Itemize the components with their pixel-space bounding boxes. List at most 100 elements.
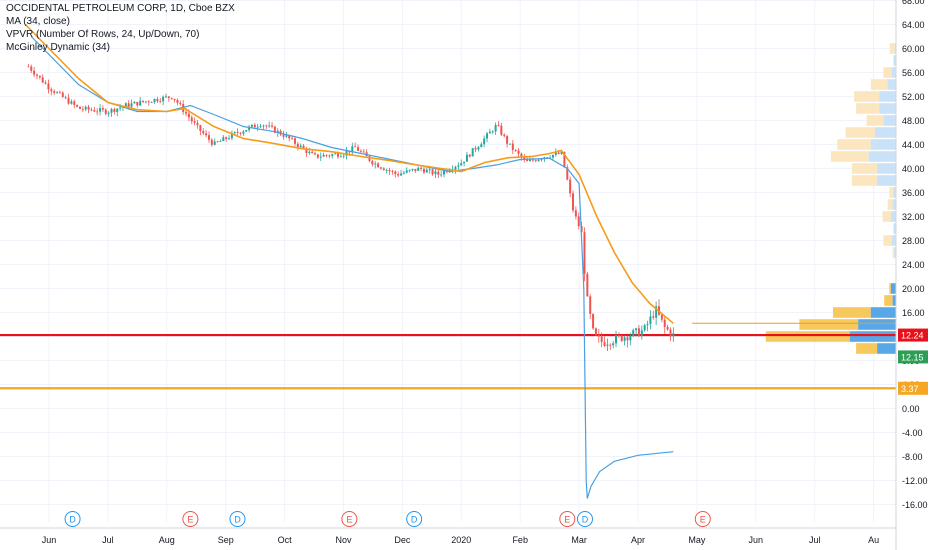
vp-down-bar (887, 79, 896, 90)
candle-body (672, 333, 675, 337)
candle-body (256, 126, 259, 128)
time-axis[interactable]: Jun Jul Aug Sep Oct Nov Dec 2020 Feb Mar Apr May Jun… (0, 527, 896, 545)
vp-down-bar (890, 283, 896, 294)
candle-body (78, 106, 81, 109)
x-tick-label: Jul (102, 535, 114, 545)
marker-letter: D (582, 515, 589, 525)
candle-body (219, 141, 222, 142)
candle-body (402, 172, 405, 174)
earnings-marker[interactable]: E (341, 511, 358, 527)
candle-body (207, 135, 210, 140)
candle-body (500, 125, 503, 135)
y-tick-label: 64.00 (902, 20, 925, 30)
y-tick-label: -8.00 (902, 452, 923, 462)
dividend-marker[interactable]: D (229, 511, 246, 527)
candle-body (626, 337, 629, 341)
candle-body (379, 167, 382, 169)
y-tick-label: 16.00 (902, 308, 925, 318)
candle-body (253, 124, 256, 128)
x-tick-label: Nov (335, 535, 352, 545)
candle-body (457, 165, 460, 167)
candle-body (41, 77, 44, 83)
candle-body (554, 152, 557, 155)
candle-body (408, 169, 411, 171)
candle-body (531, 159, 534, 161)
symbol-title: OCCIDENTAL PETROLEUM CORP, 1D, Cboe BZX (6, 3, 235, 14)
candle-body (61, 92, 64, 98)
candle-body (468, 154, 471, 157)
candle-body (199, 125, 202, 132)
candle-body (147, 101, 150, 103)
candle-body (99, 108, 102, 112)
candle-body (81, 108, 84, 110)
candle-body (291, 138, 294, 140)
dividend-marker[interactable]: D (64, 511, 81, 527)
candle-body (210, 139, 213, 145)
candle-body (440, 174, 443, 176)
y-tick-label: 24.00 (902, 260, 925, 270)
candle-body (56, 92, 59, 94)
candle-body (368, 156, 371, 161)
candle-body (471, 148, 474, 157)
candle-body (164, 96, 167, 98)
earnings-marker[interactable]: E (694, 511, 711, 527)
vp-down-bar (891, 67, 896, 78)
earnings-marker[interactable]: E (559, 511, 576, 527)
candle-body (213, 141, 216, 145)
candle-body (660, 314, 663, 320)
dividend-marker[interactable]: D (576, 511, 593, 527)
candle-body (643, 325, 646, 331)
chart-legend: OCCIDENTAL PETROLEUM CORP, 1D, Cboe BZX … (6, 2, 235, 54)
candle-body (597, 335, 600, 337)
vp-up-bar (883, 235, 892, 246)
candle-body (357, 147, 360, 151)
candle-body (640, 330, 643, 337)
candle-body (391, 171, 394, 172)
horizontal-lines[interactable] (0, 333, 896, 390)
candle-body (359, 150, 362, 152)
vp-up-bar (845, 127, 875, 138)
marker-circle (64, 511, 81, 527)
candle-body (646, 323, 649, 326)
vp-down-bar (877, 343, 896, 354)
candle-body (67, 97, 70, 104)
candle-body (477, 147, 480, 150)
dividend-marker[interactable]: D (406, 511, 423, 527)
candle-body (228, 138, 231, 140)
candle-body (314, 153, 317, 155)
candle-body (322, 154, 325, 157)
y-tick-label: 0.00 (902, 404, 920, 414)
candle-body (354, 146, 357, 148)
vp-down-bar (858, 319, 896, 330)
indicator-ma[interactable]: MA (34, close) (6, 16, 70, 27)
candle-body (268, 125, 271, 127)
candle-body (589, 296, 592, 314)
candle-body (319, 156, 322, 158)
candle-body (104, 109, 107, 114)
candle-body (397, 174, 400, 176)
candle-body (44, 82, 47, 84)
marker-circle (341, 511, 358, 527)
candle-body (167, 96, 170, 98)
candle-body (27, 66, 30, 68)
candle-body (425, 169, 428, 173)
candle-body (225, 137, 228, 139)
candlesticks (27, 64, 675, 352)
candle-body (193, 121, 196, 123)
candle-body (110, 108, 113, 113)
candle-body (38, 75, 41, 78)
candle-body (463, 161, 466, 164)
candle-body (437, 171, 440, 175)
candle-body (144, 101, 147, 103)
candle-body (420, 167, 423, 169)
marker-letter: D (69, 515, 76, 525)
candle-body (170, 97, 173, 99)
earnings-marker[interactable]: E (182, 511, 199, 527)
vp-up-bar (851, 175, 878, 186)
candle-body (202, 131, 205, 134)
indicator-vpvr[interactable]: VPVR (Number Of Rows, 24, Up/Down, 70) (6, 29, 200, 40)
indicator-mcginley[interactable]: McGinley Dynamic (34) (6, 42, 110, 53)
vp-up-bar (765, 331, 850, 342)
